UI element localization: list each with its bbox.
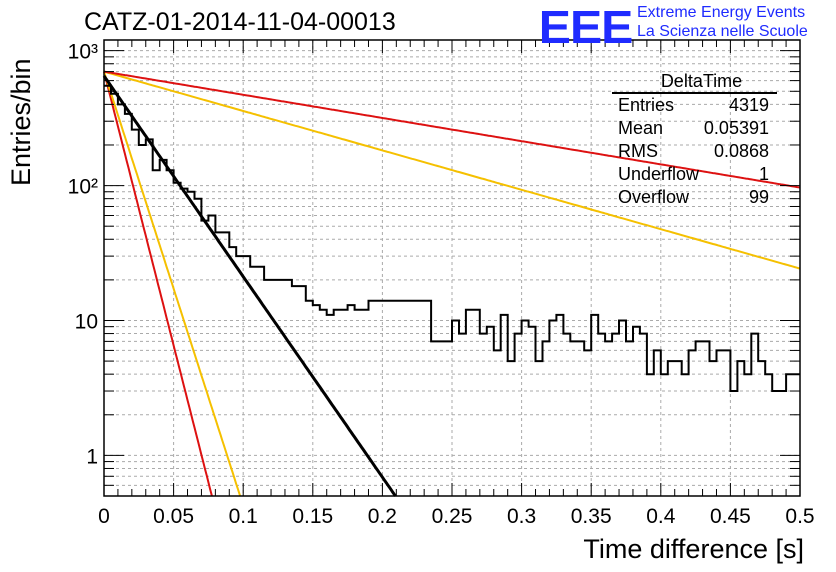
- eee-logo: EEE: [538, 1, 634, 53]
- stats-value: 4319: [728, 95, 769, 115]
- stats-title: DeltaTime: [612, 70, 777, 94]
- stats-label: RMS: [618, 141, 658, 161]
- stats-label: Overflow: [618, 187, 690, 207]
- histogram-line: [104, 84, 800, 392]
- stats-row-entries: Entries 4319: [612, 94, 777, 117]
- fit-curve-red-0: [103, 71, 213, 497]
- stats-box: DeltaTime Entries 4319 Mean 0.05391 RMS …: [612, 70, 777, 209]
- y-tick-label: 10³: [68, 41, 98, 64]
- stats-row-underflow: Underflow 1: [612, 163, 777, 186]
- run-title: CATZ-01-2014-11-04-00013: [84, 8, 396, 36]
- fit-curve-yellow-3: [103, 70, 801, 270]
- x-tick-label: 0.3: [507, 505, 536, 528]
- stats-value: 0.05391: [703, 118, 769, 138]
- x-axis-title: Time difference [s]: [583, 534, 804, 564]
- stats-row-rms: RMS 0.0868: [612, 140, 777, 163]
- stats-row-overflow: Overflow 99: [612, 186, 777, 209]
- x-tick-label: 0.4: [646, 505, 676, 528]
- x-tick-label: 0.35: [571, 505, 612, 528]
- stats-label: Underflow: [618, 164, 700, 184]
- x-tick-label: 0.15: [292, 505, 333, 528]
- stats-value: 1: [758, 164, 769, 184]
- stats-value: 99: [748, 187, 769, 207]
- x-tick-label: 0.5: [785, 505, 814, 528]
- logo-line-2: La Scienza nelle Scuole: [637, 23, 808, 40]
- y-tick-label: 1: [86, 445, 98, 468]
- x-tick-label: 0.1: [229, 505, 258, 528]
- x-tick-label: 0.25: [432, 505, 473, 528]
- y-tick-label: 10²: [68, 176, 98, 199]
- stats-label: Entries: [618, 95, 675, 115]
- stats-label: Mean: [618, 118, 664, 138]
- x-tick-label: 0.45: [710, 505, 751, 528]
- fit-curve-red-4: [103, 70, 801, 189]
- eee-logo-text: Extreme Energy Events La Scienza nelle S…: [637, 3, 808, 41]
- logo-line-1: Extreme Energy Events: [637, 4, 806, 21]
- y-tick-label: 10: [75, 310, 98, 333]
- y-axis-title: Entries/bin: [6, 58, 36, 186]
- x-tick-label: 0: [98, 505, 110, 528]
- stats-value: 0.0868: [713, 141, 769, 161]
- x-tick-label: 0.05: [153, 505, 194, 528]
- stats-row-mean: Mean 0.05391: [612, 117, 777, 140]
- x-tick-label: 0.2: [368, 505, 397, 528]
- fit-curve-yellow-1: [103, 71, 242, 497]
